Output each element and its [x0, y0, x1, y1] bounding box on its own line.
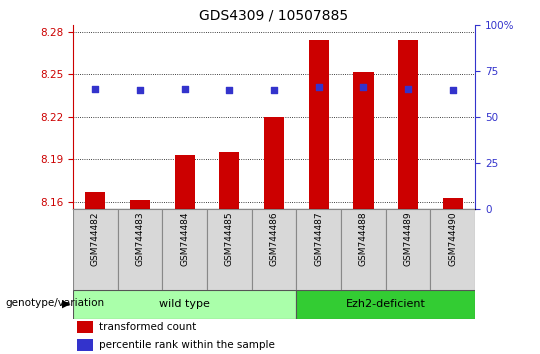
Point: [91, 86, 99, 91]
Point: [359, 84, 368, 90]
Point: [314, 84, 323, 90]
Bar: [341, 209, 386, 290]
Point: [269, 87, 279, 93]
Point: [404, 86, 413, 91]
Point: [136, 87, 144, 93]
Bar: [130, 200, 150, 209]
Bar: [430, 209, 475, 290]
Bar: [296, 290, 475, 319]
Text: GSM744482: GSM744482: [91, 211, 100, 266]
Text: percentile rank within the sample: percentile rank within the sample: [99, 340, 275, 350]
Point: [449, 87, 457, 93]
Point: [225, 87, 234, 93]
Bar: [163, 209, 207, 290]
Bar: [118, 209, 163, 290]
Bar: [207, 209, 252, 290]
Bar: [398, 40, 418, 209]
Text: transformed count: transformed count: [99, 322, 197, 332]
Text: GSM744487: GSM744487: [314, 211, 323, 266]
Text: wild type: wild type: [159, 299, 210, 309]
Text: Ezh2-deficient: Ezh2-deficient: [346, 299, 426, 309]
Text: GSM744485: GSM744485: [225, 211, 234, 266]
Bar: [85, 192, 105, 209]
Bar: [443, 198, 463, 209]
Bar: [264, 117, 284, 209]
Bar: [174, 155, 195, 209]
Bar: [309, 40, 329, 209]
Text: GSM744486: GSM744486: [269, 211, 279, 266]
Text: ▶: ▶: [62, 298, 71, 308]
Text: GSM744483: GSM744483: [136, 211, 145, 266]
Bar: [353, 72, 374, 209]
Text: GSM744490: GSM744490: [448, 211, 457, 266]
Bar: [252, 209, 296, 290]
Text: genotype/variation: genotype/variation: [5, 298, 105, 308]
Bar: [296, 209, 341, 290]
Bar: [77, 339, 93, 351]
Text: GSM744489: GSM744489: [403, 211, 413, 266]
Text: GSM744488: GSM744488: [359, 211, 368, 266]
Bar: [386, 209, 430, 290]
Bar: [77, 321, 93, 333]
Bar: [219, 152, 239, 209]
Bar: [73, 290, 296, 319]
Point: [180, 86, 189, 91]
Text: GSM744484: GSM744484: [180, 211, 189, 266]
Title: GDS4309 / 10507885: GDS4309 / 10507885: [199, 8, 349, 22]
Bar: [73, 209, 118, 290]
